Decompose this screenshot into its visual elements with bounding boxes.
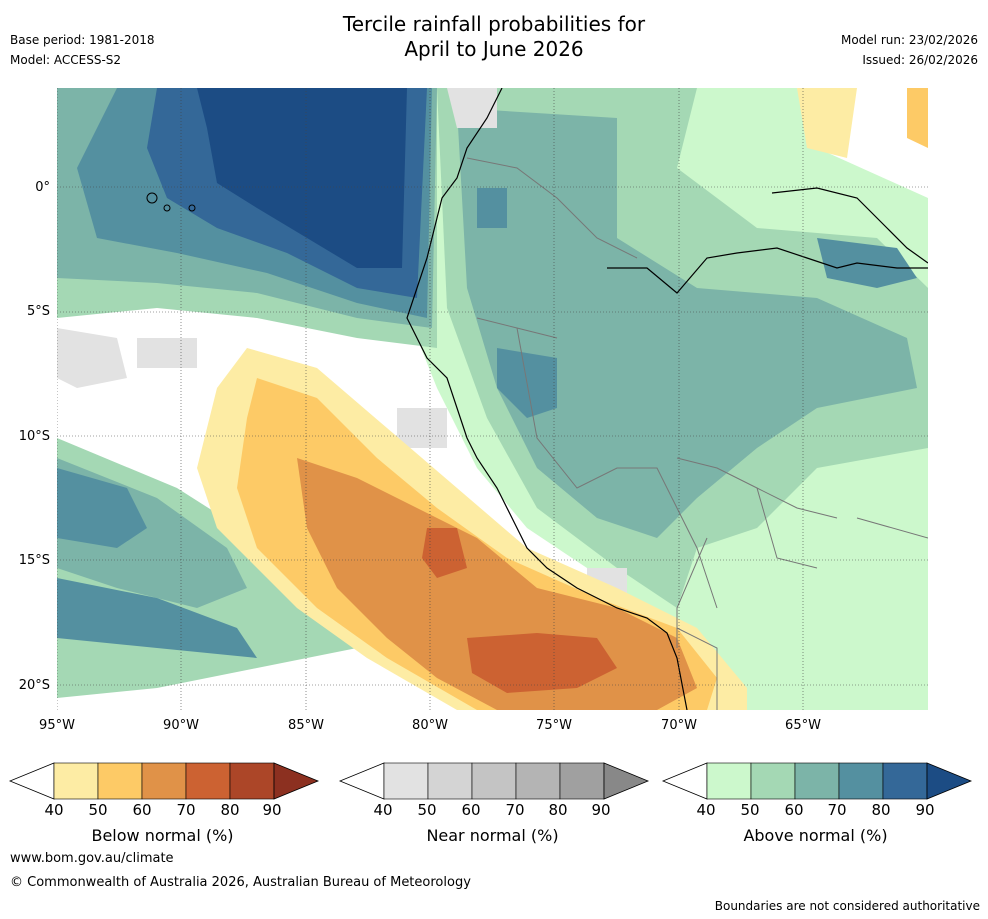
title-line-2: April to June 2026 (404, 37, 584, 61)
below-normal-70-patch-2 (467, 633, 617, 693)
cb3-tick-90: 90 (915, 801, 935, 819)
base-period: Base period: 1981-2018 (10, 33, 155, 47)
cb3-tick-40: 40 (696, 801, 716, 819)
lat-label-0: 0° (35, 180, 50, 195)
colorbar-1-segment-5 (229, 762, 275, 800)
cb3-tick-60: 60 (784, 801, 804, 819)
map-svg (56, 87, 929, 711)
footer-url: www.bom.gov.au/climate (10, 851, 174, 866)
colorbar-3-segment-4 (838, 762, 884, 800)
lon-label-75w: 75°W (536, 718, 572, 733)
model-run: Model run: 23/02/2026 (840, 33, 978, 47)
colorbar-1-segment-2 (97, 762, 143, 800)
colorbar-3 (661, 762, 973, 800)
meta-left: Base period: 1981-2018 Model: ACCESS-S2 (10, 30, 155, 70)
colorbar-1-segment-1 (53, 762, 99, 800)
cb1-tick-70: 70 (176, 801, 196, 819)
colorbar-3-high-extension (926, 762, 973, 800)
lat-label-10s: 10°S (18, 429, 50, 444)
sw-ocean-above-normal-70b (57, 578, 257, 658)
north-coast (607, 247, 928, 294)
cb2-tick-90: 90 (591, 801, 611, 819)
cb1-tick-90: 90 (262, 801, 282, 819)
colorbar-3-low-extension (661, 762, 708, 800)
cb1-tick-80: 80 (220, 801, 240, 819)
colorbar-2-low-extension (338, 762, 385, 800)
cb1-tick-50: 50 (88, 801, 108, 819)
caribbean-coast (771, 187, 929, 264)
lat-label-15s: 15°S (18, 553, 50, 568)
sw-ocean-above-normal-70 (57, 468, 147, 548)
colorbar-2 (338, 762, 650, 800)
issued-date: Issued: 26/02/2026 (862, 53, 978, 67)
lat-label-5s: 5°S (26, 304, 50, 319)
below-normal-patch-ne (797, 88, 857, 158)
colorbar-2-high-extension (603, 762, 650, 800)
graticule (56, 88, 928, 710)
near-normal-patch-6 (447, 88, 497, 128)
colorbar-1-segment-3 (141, 762, 187, 800)
colorbar-2-segment-2 (427, 762, 473, 800)
cb2-label: Near normal (%) (426, 826, 559, 845)
ocean-above-normal-90 (197, 88, 407, 268)
colorbar-1-low-extension (8, 762, 55, 800)
meta-right: Model run: 23/02/2026 Issued: 26/02/2026 (841, 30, 978, 70)
galapagos-island-1 (146, 192, 158, 204)
colorbar-2-segment-3 (471, 762, 517, 800)
colorbar-3-segment-3 (794, 762, 840, 800)
map-title: Tercile rainfall probabilities for April… (0, 12, 988, 62)
colorbar-2-segment-5 (559, 762, 605, 800)
cb3-label: Above normal (%) (743, 826, 888, 845)
lon-label-70w: 70°W (661, 718, 697, 733)
cb1-tick-40: 40 (44, 801, 64, 819)
coastline (406, 87, 688, 711)
galapagos-island-2 (163, 204, 171, 212)
cb2-tick-60: 60 (461, 801, 481, 819)
cb2-tick-50: 50 (417, 801, 437, 819)
cb1-label: Below normal (%) (91, 826, 234, 845)
country-borders (466, 157, 929, 710)
colorbar-3-segment-5 (882, 762, 928, 800)
colorbar-3-segment-1 (706, 762, 752, 800)
cb2-tick-40: 40 (373, 801, 393, 819)
lon-label-85w: 85°W (288, 718, 324, 733)
above-normal-60-region (457, 108, 917, 538)
title-line-1: Tercile rainfall probabilities for (342, 12, 646, 36)
footer-copyright: © Commonwealth of Australia 2026, Austra… (10, 875, 471, 890)
near-normal-patch-4 (397, 408, 447, 448)
lon-label-95w: 95°W (39, 718, 75, 733)
above-normal-70-patch-2 (817, 238, 917, 288)
colorbar-1 (8, 762, 320, 800)
footer-disclaimer: Boundaries are not considered authoritat… (714, 899, 980, 913)
cb3-tick-80: 80 (871, 801, 891, 819)
above-normal-70-patch-3 (477, 188, 507, 228)
lon-label-80w: 80°W (412, 718, 448, 733)
cb3-tick-70: 70 (827, 801, 847, 819)
colorbar-1-segment-4 (185, 762, 231, 800)
lat-label-20s: 20°S (18, 678, 50, 693)
colorbar-2-segment-4 (515, 762, 561, 800)
lon-label-90w: 90°W (163, 718, 199, 733)
colorbars-svg (8, 762, 973, 800)
colorbar-1-high-extension (273, 762, 320, 800)
galapagos-island-3 (188, 204, 196, 212)
cb2-tick-80: 80 (548, 801, 568, 819)
below-normal-patch-north (907, 88, 928, 148)
cb2-tick-70: 70 (505, 801, 525, 819)
cb1-tick-60: 60 (132, 801, 152, 819)
below-normal-70-patch-1 (422, 528, 467, 578)
probability-map (56, 87, 929, 711)
colorbar-3-segment-2 (750, 762, 796, 800)
colorbar-2-segment-1 (383, 762, 429, 800)
model-name: Model: ACCESS-S2 (10, 53, 122, 67)
lon-label-65w: 65°W (785, 718, 821, 733)
cb3-tick-50: 50 (740, 801, 760, 819)
near-normal-patch-1 (57, 328, 127, 388)
near-normal-patch-2 (137, 338, 197, 368)
